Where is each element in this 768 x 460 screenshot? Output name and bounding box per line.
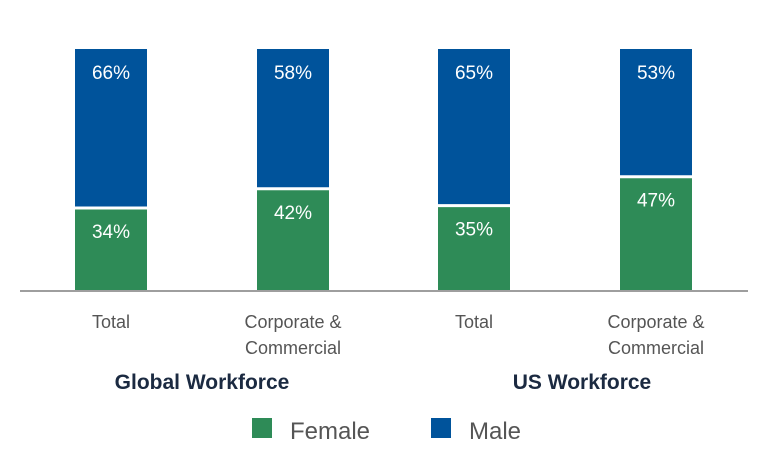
bar-male-2 xyxy=(257,49,329,189)
tick-label-4b: Commercial xyxy=(608,338,704,358)
data-label-female-1: 34% xyxy=(92,222,130,243)
x-tick-labels: Total Corporate & Commercial Total Corpo… xyxy=(92,312,705,358)
group-label-global: Global Workforce xyxy=(115,371,290,394)
bar-male-3 xyxy=(438,49,510,206)
tick-label-3: Total xyxy=(455,312,493,332)
data-label-female-3: 35% xyxy=(455,220,493,241)
group-label-us: US Workforce xyxy=(513,371,651,394)
group-labels: Global Workforce US Workforce xyxy=(115,371,652,394)
bar-female-1 xyxy=(75,208,147,290)
legend-male-swatch xyxy=(431,418,451,438)
tick-label-4: Corporate & xyxy=(607,312,704,332)
data-label-male-1: 66% xyxy=(92,63,130,84)
legend-female-label: Female xyxy=(290,418,370,445)
legend-female-swatch xyxy=(252,418,272,438)
bar-male-4 xyxy=(620,49,692,177)
bar-female-4 xyxy=(620,176,692,290)
tick-label-2b: Commercial xyxy=(245,338,341,358)
data-label-male-4: 53% xyxy=(637,63,675,84)
legend-male-label: Male xyxy=(469,418,521,445)
legend: Female Male xyxy=(252,418,521,445)
bar-female-2 xyxy=(257,188,329,290)
bar-female-3 xyxy=(438,205,510,290)
data-label-female-2: 42% xyxy=(274,203,312,224)
data-label-female-4: 47% xyxy=(637,191,675,212)
data-label-male-2: 58% xyxy=(274,63,312,84)
tick-label-2: Corporate & xyxy=(244,312,341,332)
tick-label-1: Total xyxy=(92,312,130,332)
data-label-male-3: 65% xyxy=(455,63,493,84)
bar-male-1 xyxy=(75,49,147,209)
bars: 34% 66% 42% 58% 35% 65% 47% 53% xyxy=(75,49,692,290)
